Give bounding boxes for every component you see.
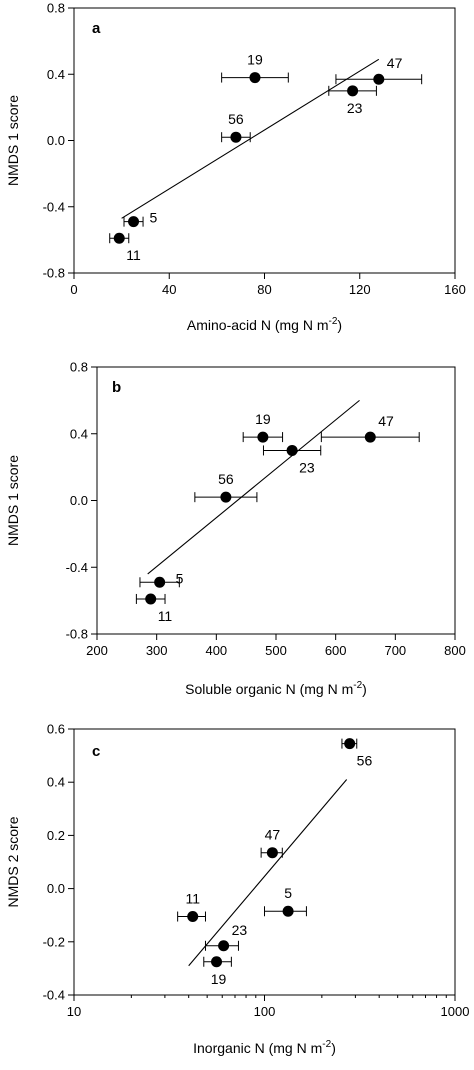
- data-point: [128, 216, 140, 228]
- y-tick-label: 0.4: [47, 775, 65, 790]
- x-tick-label: 10: [67, 1004, 81, 1019]
- y-tick-label: 0.6: [47, 722, 65, 737]
- x-tick-label: 600: [325, 643, 347, 658]
- data-point: [187, 911, 199, 923]
- y-tick-label: -0.4: [43, 199, 65, 214]
- x-tick-label: 300: [146, 643, 168, 658]
- point-label: 5: [284, 885, 292, 901]
- x-tick-label: 40: [162, 282, 176, 297]
- x-tick-label: 100: [254, 1004, 276, 1019]
- x-tick-label: 120: [349, 282, 371, 297]
- data-point: [344, 738, 356, 750]
- data-point: [286, 444, 298, 456]
- panel-b-scatter: 200 300 400 500 600 700 800 -0.8 -0.4 0.0 0.4 0.8 So…: [5, 360, 466, 698]
- x-tick-label: 200: [86, 643, 108, 658]
- y-axis-label: NMDS 1 score: [5, 95, 21, 186]
- data-point: [249, 72, 261, 84]
- y-tick-label: -0.8: [43, 266, 65, 281]
- data-point: [113, 232, 125, 244]
- data-point: [230, 131, 242, 143]
- data-point: [347, 85, 359, 97]
- point-label: 19: [255, 411, 271, 427]
- point-label: 23: [232, 922, 248, 938]
- data-point: [145, 593, 157, 605]
- panel-a-scatter: 0 40 80 120 160 -0.8 -0.4 0.0 0.4 0.8 Amino-acid N…: [5, 1, 466, 334]
- y-axis-label: NMDS 2 score: [5, 816, 21, 907]
- x-tick-label: 160: [444, 282, 466, 297]
- x-tick-label: 80: [257, 282, 271, 297]
- point-label: 5: [150, 210, 158, 226]
- x-axis-label: Inorganic N (mg N m-2): [193, 1039, 336, 1056]
- x-axis-label: Soluble organic N (mg N m-2): [185, 680, 367, 697]
- x-tick-label: 1000: [441, 1004, 470, 1019]
- panel-letter: b: [112, 379, 121, 396]
- point-label: 19: [211, 971, 227, 987]
- data-point: [282, 905, 294, 917]
- point-label: 19: [247, 52, 263, 68]
- y-tick-label: 0.8: [70, 360, 88, 375]
- y-tick-label: 0.4: [70, 426, 88, 441]
- data-point: [257, 431, 269, 443]
- y-tick-label: 0.0: [47, 881, 65, 896]
- y-tick-label: 0.0: [47, 133, 65, 148]
- x-tick-label: 800: [444, 643, 466, 658]
- data-point: [373, 73, 385, 85]
- point-label: 23: [347, 100, 363, 116]
- y-tick-label: 0.2: [47, 828, 65, 843]
- x-tick-label: 500: [265, 643, 287, 658]
- point-label: 56: [228, 111, 244, 127]
- y-tick-label: 0.0: [70, 493, 88, 508]
- plot-frame: [73, 728, 456, 996]
- regression-line: [147, 399, 360, 575]
- y-tick-label: -0.8: [66, 627, 88, 642]
- data-point: [154, 576, 166, 588]
- panel-letter: c: [92, 743, 100, 760]
- data-point: [364, 431, 376, 443]
- point-label: 47: [378, 413, 394, 429]
- point-label: 23: [299, 459, 315, 475]
- x-axis-label: Amino-acid N (mg N m-2): [187, 316, 342, 333]
- x-tick-label: 400: [205, 643, 227, 658]
- y-axis-label: NMDS 1 score: [5, 455, 21, 546]
- x-tick-label: 0: [70, 282, 77, 297]
- data-point: [220, 491, 232, 503]
- y-tick-label: -0.2: [43, 934, 65, 949]
- y-tick-label: 0.8: [47, 1, 65, 16]
- data-point: [218, 940, 230, 952]
- point-label: 47: [265, 827, 281, 843]
- data-point: [211, 956, 223, 968]
- point-label: 47: [387, 55, 403, 71]
- x-tick-label: 700: [384, 643, 406, 658]
- y-tick-label: 0.4: [47, 67, 65, 82]
- point-label: 56: [218, 471, 234, 487]
- point-label: 11: [185, 891, 200, 907]
- panel-c-scatter: 10 100 1000 -0.4 -0.2 0.0 0.2 0.4 0.6 Inorganic N…: [5, 722, 469, 1057]
- data-point: [266, 847, 278, 859]
- point-label: 56: [357, 753, 373, 769]
- point-label: 5: [176, 570, 184, 586]
- panel-letter: a: [92, 20, 101, 37]
- point-label: 11: [126, 247, 141, 263]
- point-label: 11: [158, 608, 173, 624]
- y-tick-label: -0.4: [43, 988, 65, 1003]
- y-tick-label: -0.4: [66, 560, 88, 575]
- regression-line: [188, 779, 348, 967]
- plot-frame: [73, 7, 456, 274]
